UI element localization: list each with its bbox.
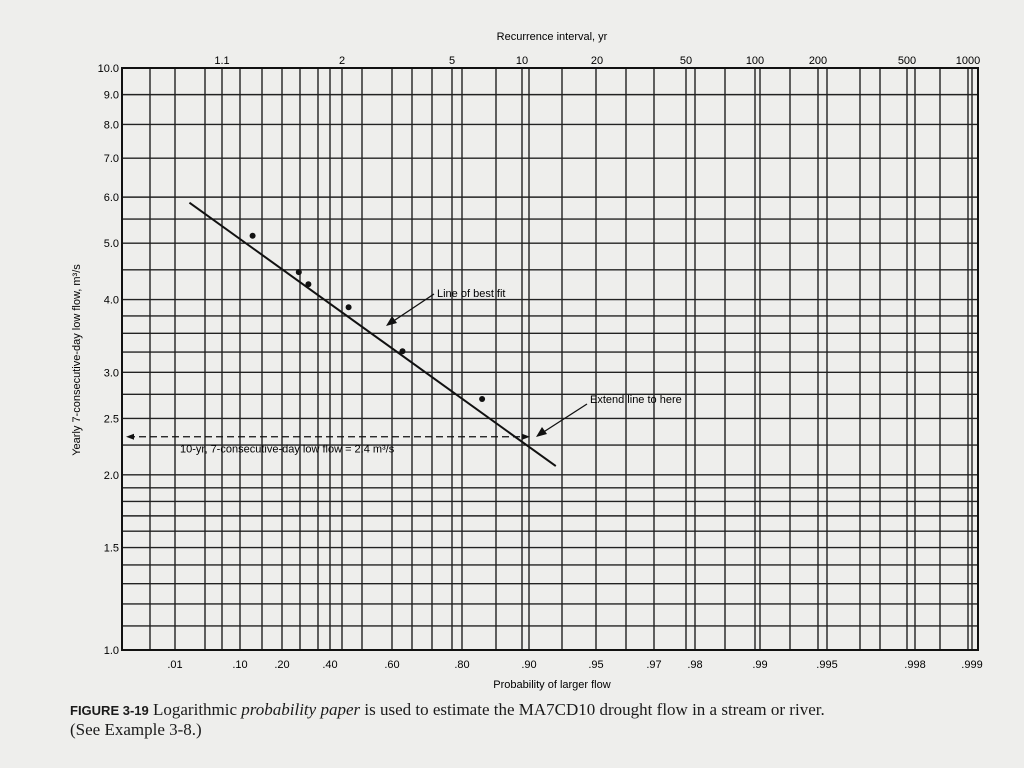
best-fit-pointer bbox=[391, 293, 435, 323]
data-point bbox=[345, 304, 352, 311]
x-tick-label: .97 bbox=[646, 659, 661, 671]
x-tick-label: .98 bbox=[687, 659, 702, 671]
result-annotation: 10-yr, 7-consecutive-day low flow = 2.4 … bbox=[180, 444, 395, 456]
top-tick-label: 50 bbox=[680, 55, 692, 67]
pointer-arrowhead-icon bbox=[386, 316, 397, 326]
x-tick-label: .20 bbox=[274, 659, 289, 671]
best-fit-line bbox=[188, 201, 557, 467]
y-axis-title: Yearly 7-consecutive-day low flow, m³/s bbox=[71, 264, 83, 456]
top-tick-label: 10 bbox=[516, 55, 528, 67]
x-tick-label: .999 bbox=[961, 659, 982, 671]
top-tick-label: 1.1 bbox=[214, 55, 229, 67]
x-tick-label: .60 bbox=[384, 659, 399, 671]
plot-frame bbox=[121, 67, 979, 651]
top-tick-label: 500 bbox=[898, 55, 916, 67]
y-tick-label: 6.0 bbox=[104, 192, 119, 204]
y-tick-label: 7.0 bbox=[104, 153, 119, 165]
top-tick-label: 200 bbox=[809, 55, 827, 67]
best-fit-annotation: Line of best fit bbox=[437, 288, 506, 300]
pointer-arrowhead-icon bbox=[536, 427, 547, 437]
data-point bbox=[399, 348, 406, 355]
figure-number: FIGURE 3-19 bbox=[70, 703, 149, 718]
data-point bbox=[295, 269, 302, 276]
extend-pointer bbox=[541, 403, 588, 434]
y-tick-label: 2.5 bbox=[104, 413, 119, 425]
data-point bbox=[305, 281, 312, 288]
caption-italic: probability paper bbox=[241, 700, 361, 719]
y-tick-label: 3.0 bbox=[104, 367, 119, 379]
data-point bbox=[249, 232, 256, 239]
top-tick-label: 20 bbox=[591, 55, 603, 67]
x-tick-label: .40 bbox=[322, 659, 337, 671]
x-tick-label: .90 bbox=[521, 659, 536, 671]
x-tick-label: .80 bbox=[454, 659, 469, 671]
x-axis-title: Probability of larger flow bbox=[493, 679, 610, 691]
top-tick-label: 2 bbox=[339, 55, 345, 67]
x-tick-label: .10 bbox=[232, 659, 247, 671]
caption-text-a: Logarithmic bbox=[148, 700, 242, 719]
data-point bbox=[479, 395, 486, 402]
caption-text-b: is used to estimate the MA7CD10 drought … bbox=[360, 700, 825, 719]
extend-annotation: Extend line to here bbox=[590, 394, 682, 406]
x-tick-label: .01 bbox=[167, 659, 182, 671]
arrow-right-icon bbox=[522, 433, 530, 440]
x-tick-label: .95 bbox=[588, 659, 603, 671]
y-tick-label: 4.0 bbox=[104, 295, 119, 307]
top-axis-title: Recurrence interval, yr bbox=[497, 31, 608, 43]
x-tick-label: .995 bbox=[816, 659, 837, 671]
top-tick-label: 100 bbox=[746, 55, 764, 67]
top-tick-label: 5 bbox=[449, 55, 455, 67]
y-tick-label: 5.0 bbox=[104, 238, 119, 250]
y-tick-label: 2.0 bbox=[104, 470, 119, 482]
probability-chart: 1.0 1.5 2.0 2.5 3.0 4.0 5.0 6.0 7.0 8.0 9.0 10.0 .01… bbox=[71, 31, 983, 691]
y-tick-label: 1.5 bbox=[104, 543, 119, 555]
y-tick-label: 10.0 bbox=[98, 63, 119, 75]
arrow-left-icon bbox=[126, 433, 134, 440]
figure-caption: FIGURE 3-19 Logarithmic probability pape… bbox=[70, 700, 825, 739]
x-tick-label: .998 bbox=[904, 659, 925, 671]
y-tick-label: 1.0 bbox=[104, 645, 119, 657]
y-tick-label: 8.0 bbox=[104, 119, 119, 131]
top-tick-label: 1000 bbox=[956, 55, 980, 67]
y-tick-label: 9.0 bbox=[104, 90, 119, 102]
x-tick-label: .99 bbox=[752, 659, 767, 671]
caption-line2: (See Example 3-8.) bbox=[70, 720, 202, 739]
